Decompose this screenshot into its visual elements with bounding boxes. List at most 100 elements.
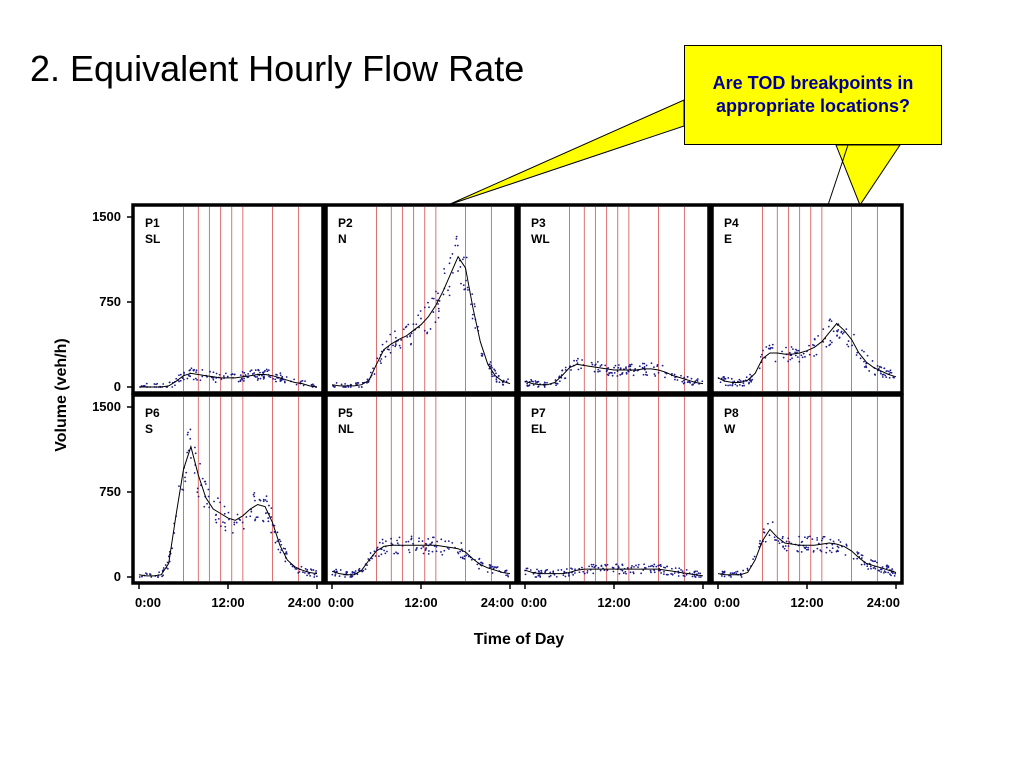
data-point (436, 540, 439, 543)
panel-dir-label: WL (531, 232, 550, 246)
data-point (831, 543, 834, 546)
data-point (226, 375, 229, 378)
data-point (357, 382, 360, 384)
data-point (427, 538, 430, 540)
data-point (277, 548, 280, 551)
x-tick-label: 24:00 (674, 595, 707, 610)
panel-dir-label: W (724, 422, 736, 436)
data-point (444, 540, 447, 543)
data-point (617, 366, 620, 369)
data-point (885, 565, 888, 568)
data-point (586, 569, 589, 572)
data-point (367, 381, 370, 383)
data-point (572, 573, 575, 576)
data-point (245, 516, 248, 518)
data-point (228, 518, 230, 521)
data-point (384, 552, 387, 555)
data-point (443, 549, 446, 552)
data-point (423, 329, 426, 332)
data-point (771, 347, 774, 349)
data-point (285, 553, 288, 555)
data-point (269, 376, 272, 379)
data-point (162, 567, 165, 569)
trend-line (717, 528, 897, 576)
data-point (743, 384, 745, 387)
data-point (813, 338, 816, 340)
data-point (532, 572, 535, 575)
data-point (889, 369, 892, 372)
data-point (239, 519, 242, 521)
data-point (811, 538, 814, 541)
data-point (460, 548, 463, 551)
data-point (250, 369, 253, 371)
data-point (222, 521, 224, 524)
data-point (249, 370, 252, 373)
data-point (720, 575, 723, 577)
data-point (759, 355, 762, 358)
data-point (396, 542, 399, 545)
data-point (451, 541, 454, 544)
data-point (870, 567, 872, 570)
data-point (603, 569, 606, 572)
data-point (789, 358, 792, 361)
panel-id-label: P6 (145, 406, 160, 420)
data-point (746, 567, 749, 570)
data-point (657, 371, 660, 374)
data-point (564, 366, 567, 369)
data-point (804, 355, 806, 358)
data-point (781, 537, 784, 540)
data-point (837, 539, 840, 541)
data-point (153, 383, 156, 385)
data-point (412, 323, 415, 325)
data-point (809, 535, 811, 538)
x-axis-title: Time of Day (474, 631, 565, 648)
data-point (264, 499, 267, 501)
data-point (526, 385, 529, 387)
panel-dir-label: SL (145, 232, 160, 246)
data-point (355, 383, 358, 386)
data-point (759, 540, 761, 542)
data-point (869, 565, 872, 568)
data-point (804, 547, 807, 550)
data-point (812, 344, 814, 346)
data-point (507, 378, 509, 381)
data-point (143, 384, 146, 387)
data-point (878, 366, 881, 368)
y-tick-label: 1500 (92, 399, 121, 414)
data-point (492, 567, 495, 570)
data-point (471, 313, 474, 316)
data-point (621, 569, 624, 572)
data-point (201, 368, 204, 371)
data-point (332, 385, 335, 388)
data-point (471, 317, 474, 320)
data-point (380, 553, 383, 556)
panel-dir-label: E (724, 232, 732, 246)
data-point (410, 332, 413, 335)
data-point (476, 563, 479, 566)
data-point (264, 369, 266, 372)
data-point (179, 373, 182, 376)
data-point (295, 383, 298, 386)
data-point (830, 551, 833, 554)
data-point (619, 373, 622, 376)
data-point (683, 376, 686, 379)
data-point (361, 570, 364, 573)
data-point (204, 480, 207, 483)
data-point (545, 569, 547, 572)
data-point (608, 372, 611, 375)
data-point (593, 566, 596, 569)
data-point (161, 575, 163, 578)
data-point (829, 318, 832, 321)
data-point (680, 569, 682, 571)
data-point (297, 571, 300, 574)
data-point (389, 351, 392, 354)
data-point (434, 321, 437, 324)
data-point (883, 570, 886, 573)
data-point (253, 375, 256, 378)
data-point (530, 378, 532, 381)
data-point (309, 574, 312, 577)
data-point (646, 374, 649, 377)
data-point (420, 317, 422, 320)
data-point (751, 378, 754, 381)
data-point (190, 367, 193, 370)
